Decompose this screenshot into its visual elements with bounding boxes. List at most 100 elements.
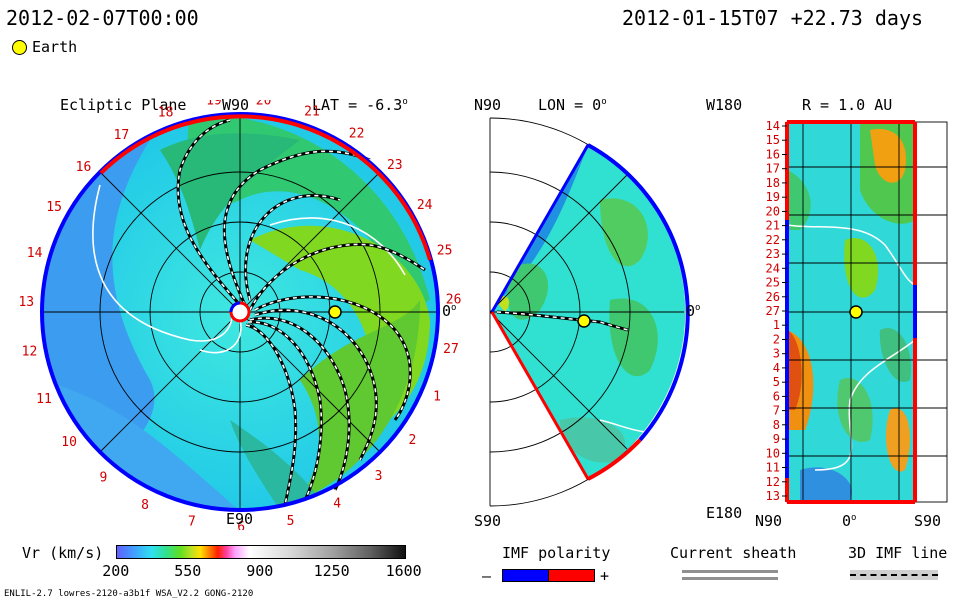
imf-negative-swatch: [502, 569, 550, 582]
radial-bottom-left-label: E180: [706, 504, 743, 522]
run-start: 2012-01-15T07: [622, 6, 779, 30]
carrington-label: 15: [46, 200, 62, 215]
radial-y-label: 6: [773, 389, 780, 403]
colorbar-tick: 1600: [385, 562, 422, 580]
radial-x-label-n90: N90: [755, 512, 783, 530]
radial-y-label: 26: [766, 290, 780, 304]
carrington-label: 4: [333, 497, 341, 512]
current-sheath-swatch-1: [682, 570, 778, 573]
ecliptic-lat-label: LAT = -6.3o: [312, 96, 408, 114]
radial-y-label: 2: [773, 333, 780, 347]
colorbar-tick: 1250: [313, 562, 350, 580]
carrington-label: 8: [141, 498, 149, 513]
elapsed-days: +22.73 days: [790, 6, 924, 30]
carrington-label: 12: [22, 344, 38, 359]
radial-earth-marker: [849, 305, 863, 319]
imf-polarity-minus: –: [482, 567, 492, 585]
radial-y-label: 1: [773, 318, 780, 332]
radial-y-label: 16: [766, 148, 780, 162]
radial-y-label: 24: [766, 261, 780, 275]
radial-y-label: 10: [766, 446, 780, 460]
ecliptic-right-label: 0o: [442, 302, 457, 320]
carrington-label: 9: [99, 471, 107, 486]
radial-y-label: 5: [773, 375, 780, 389]
radial-y-label: 17: [766, 162, 780, 176]
radial-map: 1415161718192021222324252627123456789101…: [766, 119, 948, 504]
carrington-label: 7: [188, 515, 196, 530]
radial-y-label: 4: [773, 361, 780, 375]
colorbar: [116, 545, 406, 559]
earth-legend-label: Earth: [32, 38, 78, 56]
ecliptic-title: Ecliptic Plane: [60, 96, 187, 114]
radial-y-label: 19: [766, 190, 780, 204]
carrington-label: 25: [437, 243, 453, 258]
ecliptic-earth-marker: [328, 305, 342, 319]
carrington-label: 17: [114, 128, 130, 143]
imf-polarity-label: IMF polarity: [502, 544, 611, 562]
carrington-label: 1: [433, 390, 441, 405]
carrington-label: 23: [387, 158, 403, 173]
radial-y-label: 20: [766, 204, 780, 218]
carrington-label: 2: [408, 433, 416, 448]
earth-legend-marker: [12, 40, 27, 55]
ecliptic-plane-map: 19 20212223242526271234567891011121314151…: [18, 100, 461, 530]
carrington-label: 27: [443, 342, 459, 357]
radial-y-label: 3: [773, 347, 780, 361]
radial-y-label: 9: [773, 432, 780, 446]
current-sheath-swatch-2: [682, 577, 778, 580]
current-sheath-label: Current sheath: [670, 544, 797, 562]
colorbar-tick: 900: [246, 562, 274, 580]
colorbar-tick: 550: [174, 562, 202, 580]
radial-y-label: 22: [766, 233, 780, 247]
radial-y-label: 27: [766, 304, 780, 318]
radial-y-label: 12: [766, 475, 780, 489]
meridional-right-label: 0o: [686, 302, 701, 320]
imf-positive-swatch: [548, 569, 595, 582]
carrington-label: 22: [349, 127, 365, 142]
carrington-label: 18: [158, 105, 174, 120]
ecliptic-carrington-labels: 19 20212223242526271234567891011121314151…: [18, 100, 461, 530]
ecliptic-top-label: W90: [222, 96, 250, 114]
imf-line-swatch: [850, 574, 938, 576]
radial-y-label: 14: [766, 119, 780, 133]
radial-r-label: R = 1.0 AU: [802, 96, 893, 114]
meridional-earth-marker: [577, 314, 591, 328]
radial-top-left-label: W180: [706, 96, 743, 114]
radial-y-label: 7: [773, 404, 780, 418]
carrington-label: 21: [304, 105, 320, 120]
carrington-label: 11: [36, 392, 52, 407]
radial-y-label: 8: [773, 418, 780, 432]
carrington-label: 16: [76, 160, 92, 175]
radial-x-label-0: 0o: [842, 512, 857, 530]
carrington-label: 26: [446, 292, 462, 307]
radial-y-label: 15: [766, 133, 780, 147]
carrington-label: 5: [287, 514, 295, 529]
carrington-label: 19: [206, 100, 222, 109]
radial-y-label: 21: [766, 219, 780, 233]
colorbar-label: Vr (km/s): [22, 544, 104, 562]
model-info: ENLIL-2.7 lowres-2120-a3b1f WSA_V2.2 GON…: [4, 589, 254, 599]
radial-y-label: 11: [766, 461, 780, 475]
carrington-label: 3: [375, 469, 383, 484]
radial-x-label-s90: S90: [914, 512, 942, 530]
radial-y-label: 13: [766, 489, 780, 503]
colorbar-tick: 200: [102, 562, 130, 580]
radial-y-label: 25: [766, 276, 780, 290]
carrington-label: 14: [27, 246, 43, 261]
carrington-label: 20: [256, 100, 272, 108]
radial-y-label: 23: [766, 247, 780, 261]
meridional-top-label: N90: [474, 96, 502, 114]
radial-y-label: 18: [766, 176, 780, 190]
carrington-label: 10: [61, 435, 77, 450]
frame-time: 2012-02-07T00:00: [6, 6, 199, 30]
radial-y-labels: 1415161718192021222324252627123456789101…: [766, 119, 787, 503]
carrington-label: 24: [417, 198, 433, 213]
carrington-label: 13: [18, 295, 34, 310]
ecliptic-bottom-label: E90: [226, 510, 254, 528]
meridional-bottom-label: S90: [474, 512, 502, 530]
meridional-lon-label: LON = 0o: [538, 96, 607, 114]
imf-line-label: 3D IMF line: [848, 544, 948, 562]
meridional-plane-map: [489, 117, 690, 507]
imf-polarity-plus: +: [600, 567, 610, 585]
